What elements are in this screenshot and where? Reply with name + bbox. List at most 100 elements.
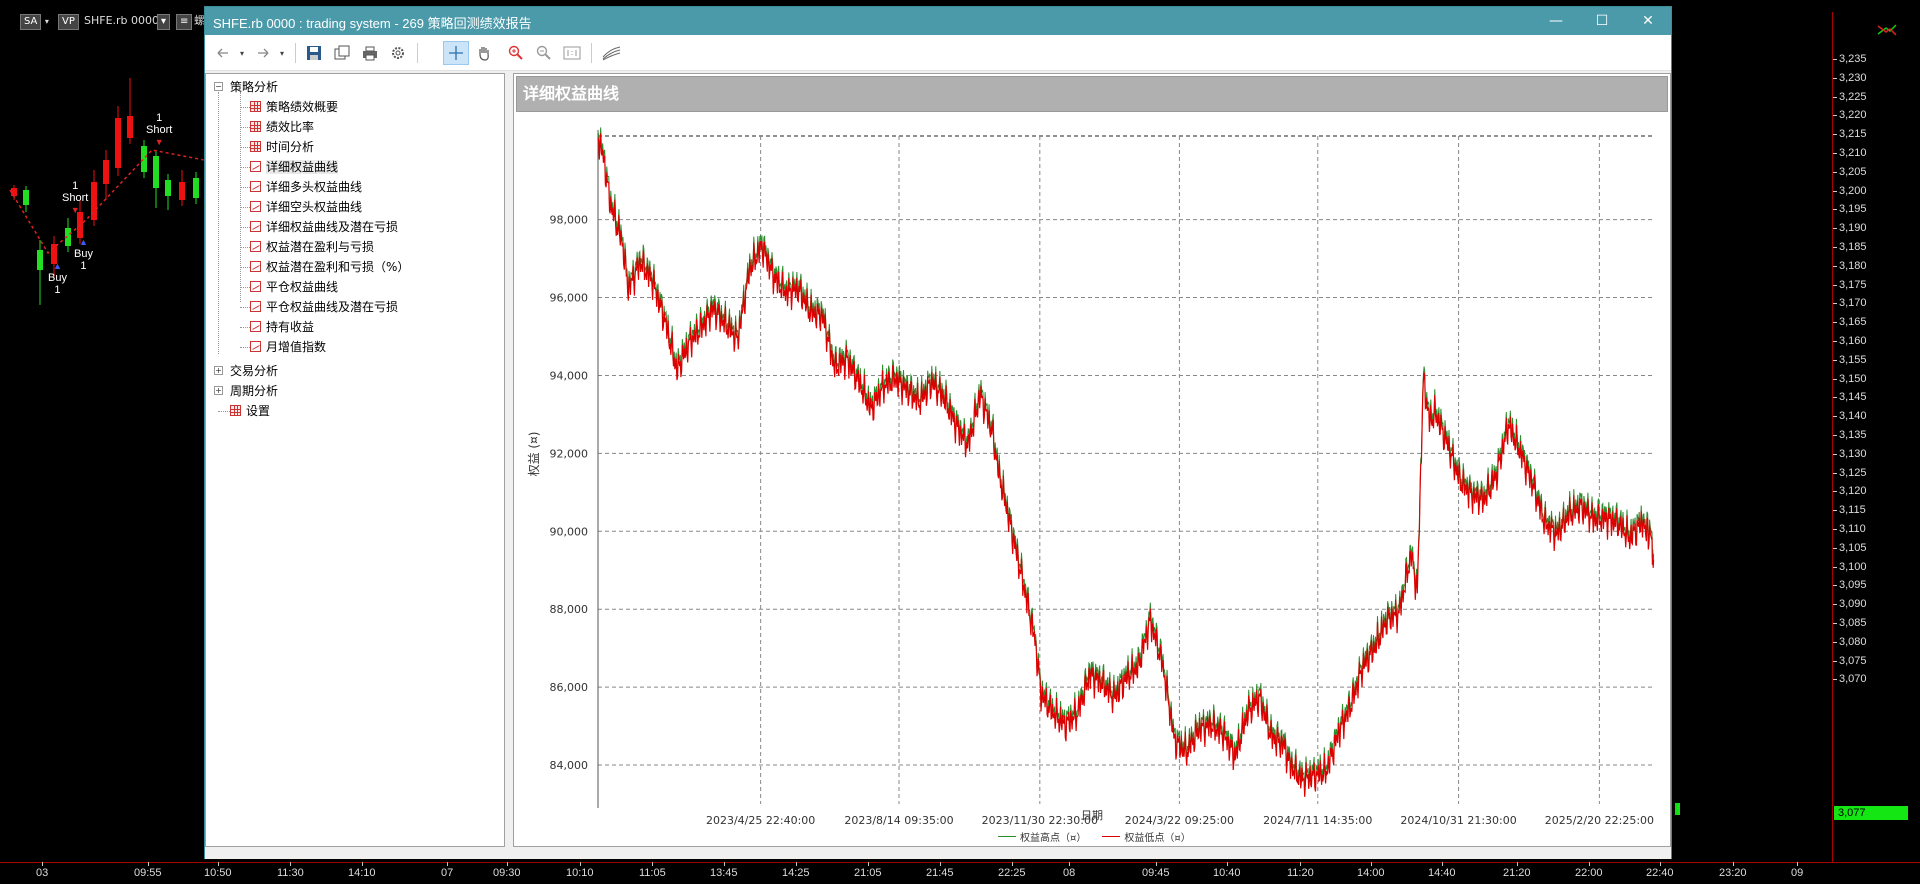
tree-item[interactable]: 月增值指数 [250, 338, 326, 356]
last-candle [1675, 803, 1680, 815]
arrow-down-icon: ▼ [154, 137, 164, 147]
line-chart-icon [250, 261, 261, 272]
crosshair-button[interactable] [443, 41, 469, 65]
chart-style-button[interactable] [599, 41, 625, 65]
price-tick-label: 3,230 [1833, 71, 1867, 84]
symbol-label: SHFE.rb 0000 [84, 14, 160, 27]
save-button[interactable] [301, 41, 327, 65]
tree-item[interactable]: 详细权益曲线及潜在亏损 [250, 218, 398, 236]
dropdown-chip[interactable]: ▾ [157, 14, 171, 30]
tree-item[interactable]: 平仓权益曲线 [250, 278, 338, 296]
candle-body [179, 182, 185, 200]
signal-short-2: 1 Short ▼ [62, 180, 88, 216]
tree-guide-line [240, 327, 250, 328]
zoom-out-button[interactable] [531, 41, 557, 65]
back-button[interactable] [211, 41, 237, 65]
line-chart-icon [250, 341, 261, 352]
tree-item[interactable]: 策略绩效概要 [250, 98, 338, 116]
price-tick-label: 3,105 [1833, 541, 1867, 554]
price-tick-label: 3,095 [1833, 579, 1867, 592]
collapse-toggle[interactable]: − [214, 82, 223, 91]
chevron-down-icon: ▾ [239, 48, 244, 58]
price-axis[interactable]: 3,235 3,230 3,225 3,220 3,215 3,210 3,205 3,200… [1833, 0, 1920, 862]
menu-chip[interactable]: ≡ [176, 14, 193, 30]
trade-connector-line [9, 149, 205, 255]
print-button[interactable] [357, 41, 383, 65]
x-tick-label: 2025/2/20 22:25:00 [1545, 814, 1654, 827]
vp-chip[interactable]: VP [58, 14, 79, 30]
window-titlebar[interactable]: SHFE.rb 0000 : trading system - 269 策略回测… [205, 7, 1671, 35]
expand-toggle[interactable]: + [214, 366, 223, 375]
forward-menu-button[interactable]: ▾ [275, 41, 289, 65]
actual-size-button[interactable] [559, 41, 585, 65]
vp-chip-label[interactable]: VP [58, 14, 79, 30]
y-tick-label: 96,000 [550, 292, 589, 305]
price-tick-label: 3,150 [1833, 372, 1867, 385]
gear-icon [392, 47, 404, 59]
trend-arrows-icon[interactable] [1876, 22, 1898, 38]
candle-body [11, 188, 17, 196]
x-tick-label: 2023/8/14 09:35:00 [844, 814, 953, 827]
signal-label: Buy [48, 272, 67, 284]
pan-button[interactable] [471, 41, 497, 65]
tree-guide-line [240, 287, 250, 288]
symbol-chip[interactable]: SA ▾ [20, 14, 49, 30]
equity-chart[interactable]: 84,000 86,000 88,000 90,000 92,000 94,000 96,0… [514, 114, 1672, 846]
forward-button[interactable] [251, 41, 277, 65]
tree-guide-line [240, 147, 250, 148]
toolbar-separator [591, 43, 592, 63]
minimize-button[interactable]: — [1549, 13, 1563, 29]
table-icon [250, 121, 261, 132]
tree-item[interactable]: 绩效比率 [250, 118, 314, 136]
tree-item[interactable]: 详细权益曲线 [250, 158, 339, 176]
tree-item[interactable]: 平仓权益曲线及潜在亏损 [250, 298, 398, 316]
time-tick-label: 21:20 [1503, 862, 1531, 879]
legend-swatch [1102, 835, 1121, 837]
time-axis[interactable]: 03 09:55 10:50 11:30 14:10 07 09:30 10:10 11:05 1… [0, 862, 1920, 884]
signal-qty: 1 [80, 260, 87, 272]
time-tick-label: 22:40 [1646, 862, 1674, 879]
last-price-badge: 3,077 [1834, 806, 1908, 820]
time-tick-label: 03 [36, 862, 49, 879]
zoom-in-button[interactable] [503, 41, 529, 65]
tree-item[interactable]: 权益潜在盈利与亏损 [250, 238, 374, 256]
analysis-tree[interactable]: − 策略分析策略绩效概要 绩效比率时间分析详细权益曲线详细多头权益曲线 详细空头权益曲… [205, 73, 505, 847]
close-button[interactable]: ✕ [1642, 13, 1654, 29]
arrow-right-icon [258, 48, 269, 58]
maximize-button[interactable]: ☐ [1595, 13, 1609, 29]
time-tick-label: 14:40 [1428, 862, 1456, 879]
tree-item[interactable]: 权益潜在盈利和亏损（%） [250, 258, 409, 276]
tree-item[interactable]: 详细多头权益曲线 [250, 178, 362, 196]
candlestick-chart[interactable] [0, 0, 1832, 862]
price-tick-label: 3,145 [1833, 391, 1867, 404]
chart-panel[interactable]: 详细权益曲线 84,000 86,000 88,000 90,000 92,000 94,… [513, 73, 1671, 847]
tree-root-root1[interactable]: 策略分析 [230, 78, 278, 96]
chevron-down-icon[interactable]: ▾ [157, 14, 171, 30]
time-tick-label: 11:20 [1287, 862, 1314, 879]
price-tick-label: 3,160 [1833, 335, 1867, 347]
tree-item[interactable]: 持有收益 [250, 318, 314, 336]
symbol-chip-label[interactable]: SA [20, 14, 42, 30]
tree-item[interactable]: 时间分析 [250, 138, 314, 156]
y-tick-label: 92,000 [550, 447, 589, 460]
tree-node-label: 策略分析 [230, 80, 279, 94]
expand-toggle[interactable]: + [214, 386, 223, 395]
time-tick-label: 10:40 [1213, 862, 1241, 879]
settings-node-icon [230, 405, 241, 416]
signal-label: Short [62, 192, 89, 204]
menu-icon[interactable]: ≡ [176, 14, 193, 30]
settings-button[interactable] [385, 41, 411, 65]
back-menu-button[interactable]: ▾ [235, 41, 249, 65]
tree-root-root2[interactable]: 交易分析 [230, 362, 278, 380]
report-window[interactable]: SHFE.rb 0000 : trading system - 269 策略回测… [204, 6, 1672, 859]
time-tick-label: 21:05 [854, 862, 882, 879]
tree-root-root4[interactable]: 设置 [230, 402, 270, 420]
tree-item[interactable]: 详细空头权益曲线 [250, 198, 362, 216]
tree-root-root3[interactable]: 周期分析 [230, 382, 278, 400]
table-icon [250, 101, 261, 112]
chevron-down-icon[interactable]: ▾ [44, 17, 49, 26]
candle-body [91, 182, 97, 220]
price-tick-label: 3,140 [1833, 410, 1867, 423]
copy-button[interactable] [329, 41, 355, 65]
window-title: SHFE.rb 0000 : trading system - 269 策略回测… [213, 16, 532, 31]
